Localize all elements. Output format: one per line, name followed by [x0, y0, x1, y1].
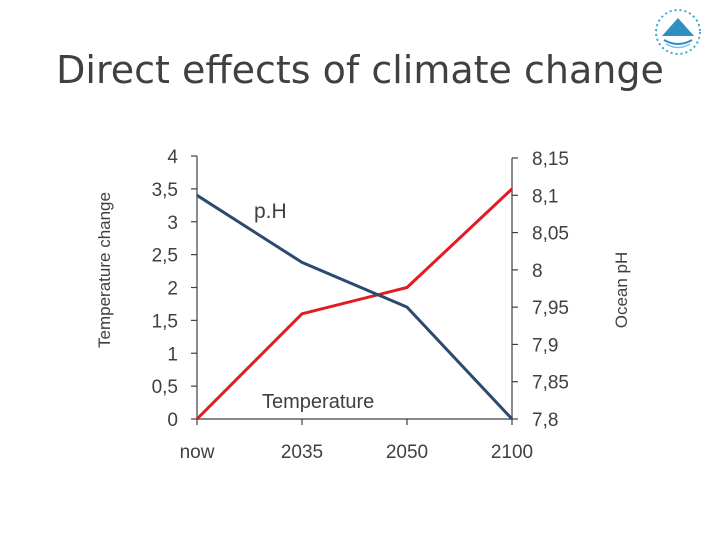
right-tick-label: 7,9	[532, 335, 558, 356]
left-tick-label: 0	[167, 410, 178, 431]
x-tick-label: 2035	[281, 442, 323, 463]
right-tick-label: 8,05	[532, 224, 569, 245]
temperature-annotation: Temperature	[262, 391, 374, 413]
x-tick-label: now	[180, 442, 215, 463]
left-tick-label: 1	[167, 344, 178, 365]
right-tick-label: 7,8	[532, 410, 558, 431]
right-axis-title: Ocean pH	[612, 252, 631, 329]
logo-icon	[652, 6, 704, 58]
left-tick-label: 2,5	[152, 246, 178, 267]
left-tick-label: 3,5	[152, 180, 178, 201]
left-tick-label: 0,5	[152, 377, 178, 398]
left-tick-label: 3	[167, 213, 178, 234]
ph-line	[196, 194, 514, 421]
left-tick-label: 1,5	[152, 311, 178, 332]
right-tick-label: 7,95	[532, 298, 569, 319]
left-tick-label: 2	[167, 279, 178, 300]
left-axis-title: Temperature change	[95, 192, 114, 348]
temperature-line	[195, 187, 514, 421]
ph-annotation: p.H	[254, 200, 287, 223]
x-tick-label: 2100	[491, 442, 533, 463]
slide-title: Direct effects of climate change	[56, 48, 664, 92]
right-tick-label: 8,1	[532, 186, 558, 207]
right-tick-label: 8,15	[532, 149, 569, 170]
right-tick-label: 7,85	[532, 373, 569, 394]
left-tick-label: 4	[167, 147, 178, 168]
right-tick-label: 8	[532, 261, 543, 282]
x-tick-label: 2050	[386, 442, 428, 463]
